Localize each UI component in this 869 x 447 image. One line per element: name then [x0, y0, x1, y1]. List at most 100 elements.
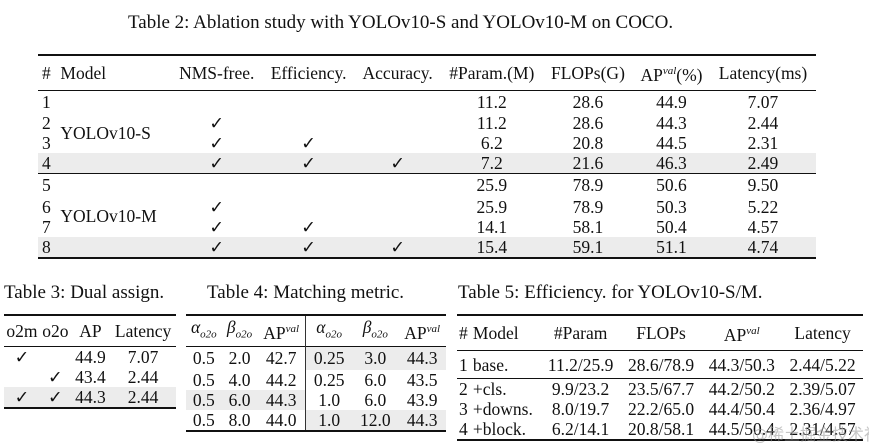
- table-row: 1 base. 11.2/25.9 28.6/78.9 44.3/50.3 2.44/5.…: [457, 351, 863, 379]
- check-icon: ✓: [301, 217, 316, 237]
- param-value: 15.4: [476, 237, 508, 257]
- col-ap: APval(%): [633, 55, 710, 91]
- col-alpha-2: αo2o: [305, 315, 353, 347]
- row-number: 2: [42, 112, 51, 133]
- alpha-value: 0.5: [192, 369, 215, 390]
- row-number: 4: [459, 419, 468, 439]
- check-icon: [263, 113, 355, 133]
- beta-value: 8.0: [228, 409, 251, 430]
- table-row: 2 ✓ 11.2 28.6 44.3 2.44: [38, 113, 816, 133]
- latency-value: 2.44: [747, 112, 779, 133]
- col-efficiency: Efficiency.: [270, 63, 347, 83]
- col-ap: AP: [79, 321, 102, 341]
- check-icon: ✓: [390, 152, 405, 173]
- ap-value: 44.5/50.4: [708, 419, 775, 439]
- table-row: 5 YOLOv10-M 25.9 78.9 50.6 9.50: [38, 173, 816, 226]
- check-icon: ✓: [209, 112, 225, 133]
- table-row: 3 ✓ ✓ 6.2 20.8 44.5 2.31: [38, 133, 816, 153]
- ap-sup: val: [662, 65, 677, 77]
- col-flops: FLOPs(G): [551, 63, 625, 83]
- row-number: 4: [42, 152, 51, 173]
- latency-value: 5.22: [747, 197, 779, 217]
- flops-value: 28.6/78.9: [627, 354, 695, 375]
- alpha-value: 1.0: [305, 409, 353, 431]
- check-icon: [355, 197, 441, 217]
- col-o2m: o2m: [6, 321, 38, 341]
- flops-value: 20.8: [572, 132, 604, 153]
- table2-header-row: # Model NMS-free. Efficiency. Accuracy. …: [38, 55, 816, 91]
- param-value: 14.1: [476, 217, 508, 237]
- ap-value: 44.4/50.4: [708, 399, 775, 419]
- latency-value: 4.57: [747, 217, 779, 237]
- ap-value: 44.5: [656, 132, 687, 153]
- beta-value: 3.0: [352, 346, 399, 370]
- col-beta-1: βo2o: [226, 317, 253, 341]
- ap-value: 43.5: [406, 369, 438, 390]
- watermark: @稀土掘金技术社区: [752, 425, 869, 444]
- table3-header-row: o2m o2o AP Latency: [4, 315, 176, 347]
- table-row: 0.5 6.0 44.3 1.0 6.0 43.9: [186, 389, 446, 410]
- row-number: 8: [42, 237, 51, 257]
- param-value: 7.2: [480, 152, 503, 173]
- ap-value: 51.1: [656, 237, 687, 257]
- flops-value: 21.6: [572, 152, 604, 173]
- table4-caption: Table 4: Matching metric.: [207, 282, 405, 303]
- flops-value: 78.9: [572, 197, 604, 217]
- model-name: +cls.: [472, 379, 507, 399]
- check-icon: ✓: [47, 387, 63, 407]
- model-name: YOLOv10-S: [60, 122, 151, 143]
- flops-value: 78.9: [572, 175, 604, 196]
- table3-caption: Table 3: Dual assign.: [4, 282, 165, 303]
- beta-value: 6.0: [221, 389, 258, 410]
- ap-value: 44.9: [656, 91, 687, 112]
- ap-value: 44.2: [265, 369, 297, 390]
- check-icon: ✓: [390, 237, 405, 257]
- latency-value: 2.31: [747, 132, 779, 153]
- ap-value: 42.7: [265, 348, 297, 369]
- ap-value: 44.3: [398, 409, 446, 431]
- model-name: base.: [472, 354, 509, 375]
- beta-value: 2.0: [228, 348, 251, 369]
- check-icon: ✓: [209, 237, 225, 257]
- ap-value: 50.4: [656, 217, 687, 237]
- col-latency: Latency(ms): [718, 63, 808, 83]
- table2-caption: Table 2: Ablation study with YOLOv10-S a…: [128, 12, 674, 33]
- row-number: 3: [459, 399, 468, 419]
- check-icon: [355, 91, 441, 113]
- alpha-value: 0.25: [305, 369, 353, 390]
- check-icon: ✓: [301, 152, 316, 173]
- latency-value: 2.44/5.22: [789, 354, 856, 375]
- col-latency: Latency: [114, 321, 172, 341]
- table-row: ✓ ✓ 44.3 2.44: [4, 387, 176, 408]
- check-icon: ✓: [301, 237, 316, 257]
- row-number: 6: [42, 197, 51, 217]
- ap-value: 44.2/50.2: [708, 379, 775, 399]
- beta-value: 6.0: [364, 369, 387, 390]
- col-ap: APval: [723, 325, 760, 345]
- col-model: Model: [60, 63, 107, 83]
- col-flops: FLOPs: [636, 323, 686, 343]
- beta-value: 4.0: [228, 369, 251, 390]
- row-number: 7: [42, 217, 51, 237]
- table-row: 1 YOLOv10-S 11.2 28.6 44.9 7.07: [38, 91, 816, 143]
- col-alpha-1: αo2o: [190, 317, 217, 341]
- table5-caption: Table 5: Efficiency. for YOLOv10-S/M.: [458, 282, 763, 303]
- ap-value: 44.3/50.3: [708, 354, 775, 375]
- table-row: 0.5 2.0 42.7 0.25 3.0 44.3: [186, 346, 446, 370]
- check-icon: ✓: [47, 367, 63, 387]
- flops-value: 22.2/65.0: [627, 399, 695, 419]
- latency-value: 4.74: [747, 237, 779, 257]
- latency-value: 2.31/4.57: [789, 419, 856, 439]
- ap-unit: (%): [676, 65, 703, 85]
- beta-value: 12.0: [352, 409, 399, 431]
- row-number: 3: [42, 132, 51, 153]
- param-value: 6.2/14.1: [551, 419, 610, 439]
- col-ap-2: APval: [404, 323, 441, 343]
- param-value: 25.9: [476, 175, 508, 196]
- check-icon: [263, 173, 355, 197]
- param-value: 25.9: [476, 197, 508, 217]
- table-row: 6 ✓ 25.9 78.9 50.3 5.22: [38, 197, 816, 217]
- ap-value: 43.9: [406, 389, 438, 410]
- ap-value: 50.6: [656, 175, 687, 196]
- ap-value: 44.0: [265, 409, 297, 430]
